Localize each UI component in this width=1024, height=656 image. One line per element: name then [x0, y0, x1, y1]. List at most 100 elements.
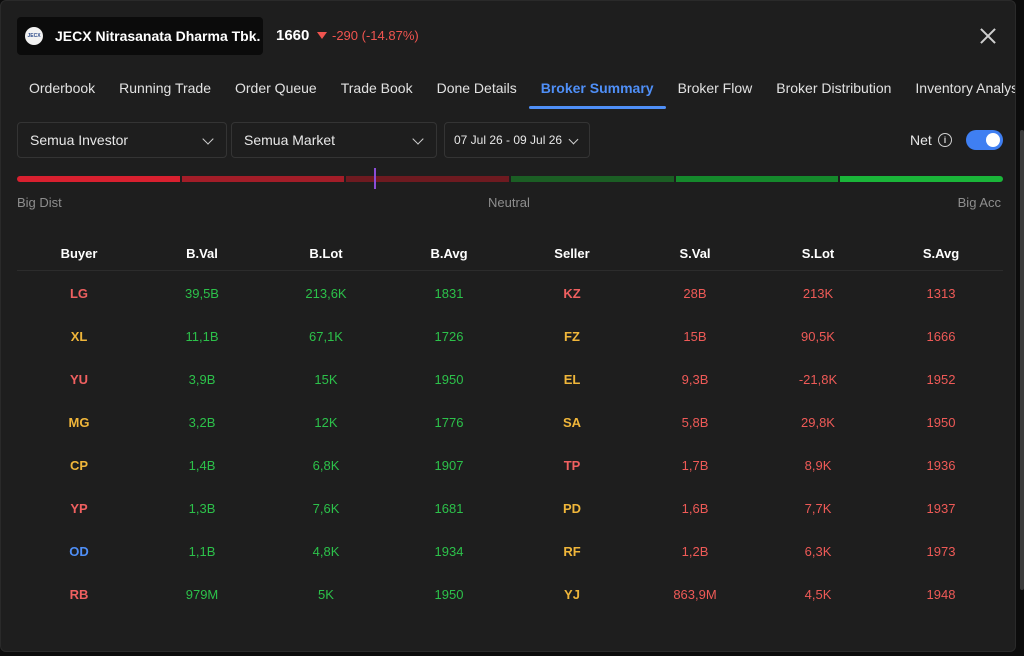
tab-broker-flow[interactable]: Broker Flow [677, 80, 753, 96]
scale-segment [346, 176, 510, 182]
seller-code[interactable]: EL [563, 372, 581, 387]
sell-average: 1952 [926, 372, 956, 387]
sell-lot: 90,5K [801, 329, 835, 344]
sell-lot: 8,9K [804, 458, 832, 473]
sell-lot: 213K [802, 286, 834, 301]
buyer-code[interactable]: OD [69, 544, 89, 559]
table-row[interactable]: RB 979M 5K 1950 YJ 863,9M 4,5K 1948 [17, 587, 1003, 630]
scale-segment [511, 176, 674, 182]
sell-lot: 6,3K [804, 544, 832, 559]
buyer-code[interactable]: YU [69, 372, 89, 387]
buy-average: 1776 [434, 415, 464, 430]
scale-label-neutral: Neutral [488, 195, 530, 210]
tab-orderbook[interactable]: Orderbook [29, 80, 96, 96]
scrollbar[interactable] [1020, 130, 1024, 590]
buyer-code[interactable]: RB [69, 587, 89, 602]
sell-value: 1,7B [681, 458, 709, 473]
tab-broker-summary[interactable]: Broker Summary [528, 73, 666, 109]
buyer-code[interactable]: YP [70, 501, 88, 516]
scale-segment [675, 176, 839, 182]
table-row[interactable]: XL 11,1B 67,1K 1726 FZ 15B 90,5K 1666 [17, 329, 1003, 372]
scale-segment [17, 176, 180, 182]
column-header-sell-lot[interactable]: S.Lot [801, 246, 835, 261]
table-row[interactable]: YP 1,3B 7,6K 1681 PD 1,6B 7,7K 1937 [17, 501, 1003, 544]
buy-value: 39,5B [185, 286, 219, 301]
date-range-picker[interactable]: 07 Jul 26 - 09 Jul 26 [444, 122, 590, 158]
buy-value: 1,4B [188, 458, 216, 473]
table-row[interactable]: CP 1,4B 6,8K 1907 TP 1,7B 8,9K 1936 [17, 458, 1003, 501]
market-dropdown[interactable]: Semua Market [231, 122, 437, 158]
stock-name: JECX Nitrasanata Dharma Tbk. [55, 28, 261, 44]
table-row[interactable]: MG 3,2B 12K 1776 SA 5,8B 29,8K 1950 [17, 415, 1003, 458]
table-row[interactable]: LG 39,5B 213,6K 1831 KZ 28B 213K 1313 [17, 286, 1003, 329]
buyer-code[interactable]: XL [70, 329, 88, 344]
sell-average: 1937 [926, 501, 956, 516]
tab-done-details[interactable]: Done Details [436, 80, 517, 96]
scale-segment [181, 176, 345, 182]
table-row[interactable]: YU 3,9B 15K 1950 EL 9,3B -21,8K 1952 [17, 372, 1003, 415]
buy-average: 1681 [434, 501, 464, 516]
accumulation-scale-bar [17, 176, 1003, 182]
net-label: Net [910, 132, 932, 148]
buy-value: 3,2B [188, 415, 216, 430]
sell-value: 15B [683, 329, 707, 344]
seller-code[interactable]: PD [562, 501, 582, 516]
column-header-buy-value[interactable]: B.Val [186, 246, 218, 261]
sell-lot: 7,7K [804, 501, 832, 516]
sell-average: 1973 [926, 544, 956, 559]
buyer-code[interactable]: CP [69, 458, 89, 473]
table-header: Buyer B.Val B.Lot B.Avg Seller S.Val S.Lot S.Av… [17, 233, 1003, 271]
last-price: 1660 [276, 27, 310, 44]
seller-code[interactable]: KZ [563, 286, 581, 301]
tab-order-queue[interactable]: Order Queue [235, 80, 317, 96]
stock-ticker-badge[interactable]: JECX JECX Nitrasanata Dharma Tbk. [17, 17, 263, 55]
column-header-seller-code[interactable]: Seller [554, 246, 590, 261]
sell-value: 1,6B [681, 501, 709, 516]
tab-running-trade[interactable]: Running Trade [119, 80, 211, 96]
buy-lot: 6,8K [312, 458, 340, 473]
column-header-sell-average[interactable]: S.Avg [922, 246, 960, 261]
buy-average: 1831 [434, 286, 464, 301]
market-dropdown-value: Semua Market [244, 132, 336, 148]
buyer-code[interactable]: LG [69, 286, 89, 301]
column-header-sell-value[interactable]: S.Val [679, 246, 711, 261]
sell-lot: 4,5K [804, 587, 832, 602]
table-row[interactable]: OD 1,1B 4,8K 1934 RF 1,2B 6,3K 1973 [17, 544, 1003, 587]
buy-lot: 5K [318, 587, 334, 602]
seller-code[interactable]: TP [563, 458, 581, 473]
seller-code[interactable]: YJ [564, 587, 580, 602]
down-triangle-icon [317, 32, 327, 39]
buy-lot: 15K [314, 372, 338, 387]
column-header-buy-average[interactable]: B.Avg [430, 246, 468, 261]
tab-trade-book[interactable]: Trade Book [340, 80, 413, 96]
investor-dropdown-value: Semua Investor [30, 132, 129, 148]
sell-value: 9,3B [681, 372, 709, 387]
buy-value: 11,1B [185, 329, 219, 344]
scale-label-big-dist: Big Dist [17, 195, 62, 210]
info-icon[interactable]: i [938, 133, 952, 147]
buy-value: 1,1B [188, 544, 216, 559]
close-icon[interactable] [977, 25, 999, 47]
buy-average: 1950 [434, 587, 464, 602]
sell-value: 5,8B [681, 415, 709, 430]
price-change: -290 (-14.87%) [317, 28, 419, 43]
column-header-buyer-code[interactable]: Buyer [60, 246, 98, 261]
buy-lot: 4,8K [312, 544, 340, 559]
sell-value: 863,9M [673, 587, 717, 602]
tab-broker-distribution[interactable]: Broker Distribution [776, 80, 892, 96]
column-header-buy-lot[interactable]: B.Lot [309, 246, 343, 261]
chevron-down-icon [568, 134, 579, 145]
tab-inventory-analysis[interactable]: Inventory Analysis [915, 80, 1015, 96]
buyer-code[interactable]: MG [68, 415, 90, 430]
buy-lot: 67,1K [309, 329, 343, 344]
net-toggle[interactable] [966, 130, 1003, 150]
investor-dropdown[interactable]: Semua Investor [17, 122, 227, 158]
buy-value: 1,3B [188, 501, 216, 516]
buy-average: 1950 [434, 372, 464, 387]
seller-code[interactable]: FZ [564, 329, 580, 344]
date-range-value: 07 Jul 26 - 09 Jul 26 [454, 133, 563, 147]
seller-code[interactable]: SA [562, 415, 582, 430]
toggle-knob [986, 133, 1000, 147]
seller-code[interactable]: RF [563, 544, 581, 559]
